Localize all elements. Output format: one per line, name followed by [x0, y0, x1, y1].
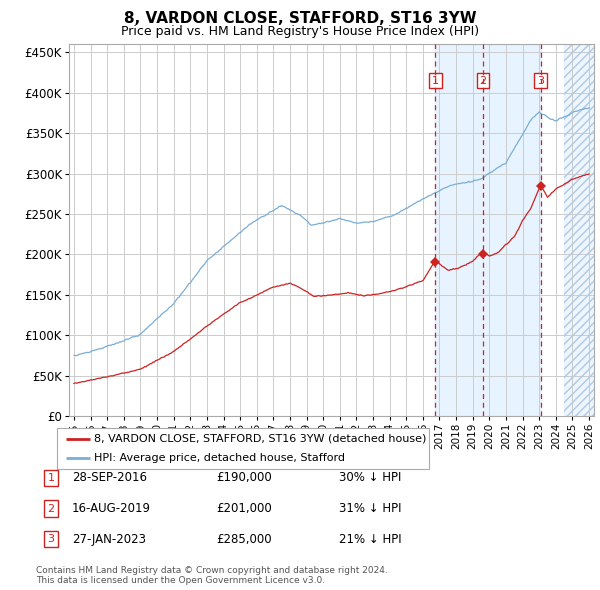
Text: £190,000: £190,000 — [216, 471, 272, 484]
Bar — [564, 44, 594, 416]
Text: £285,000: £285,000 — [216, 533, 272, 546]
Text: 1: 1 — [47, 473, 55, 483]
Text: Price paid vs. HM Land Registry's House Price Index (HPI): Price paid vs. HM Land Registry's House … — [121, 25, 479, 38]
Text: HPI: Average price, detached house, Stafford: HPI: Average price, detached house, Staf… — [94, 453, 345, 463]
Text: 30% ↓ HPI: 30% ↓ HPI — [339, 471, 401, 484]
Text: 2: 2 — [47, 504, 55, 513]
Text: 3: 3 — [537, 76, 544, 86]
Text: Contains HM Land Registry data © Crown copyright and database right 2024.
This d: Contains HM Land Registry data © Crown c… — [36, 566, 388, 585]
Text: 31% ↓ HPI: 31% ↓ HPI — [339, 502, 401, 515]
Text: 27-JAN-2023: 27-JAN-2023 — [72, 533, 146, 546]
Text: 8, VARDON CLOSE, STAFFORD, ST16 3YW: 8, VARDON CLOSE, STAFFORD, ST16 3YW — [124, 11, 476, 25]
Text: 2: 2 — [479, 76, 487, 86]
Bar — [564, 44, 594, 416]
Text: 3: 3 — [47, 535, 55, 544]
Text: 21% ↓ HPI: 21% ↓ HPI — [339, 533, 401, 546]
Text: 28-SEP-2016: 28-SEP-2016 — [72, 471, 147, 484]
Text: 1: 1 — [432, 76, 439, 86]
Text: 8, VARDON CLOSE, STAFFORD, ST16 3YW (detached house): 8, VARDON CLOSE, STAFFORD, ST16 3YW (det… — [94, 434, 427, 444]
Bar — [436, 44, 541, 416]
Text: 16-AUG-2019: 16-AUG-2019 — [72, 502, 151, 515]
Text: £201,000: £201,000 — [216, 502, 272, 515]
FancyBboxPatch shape — [57, 428, 429, 469]
